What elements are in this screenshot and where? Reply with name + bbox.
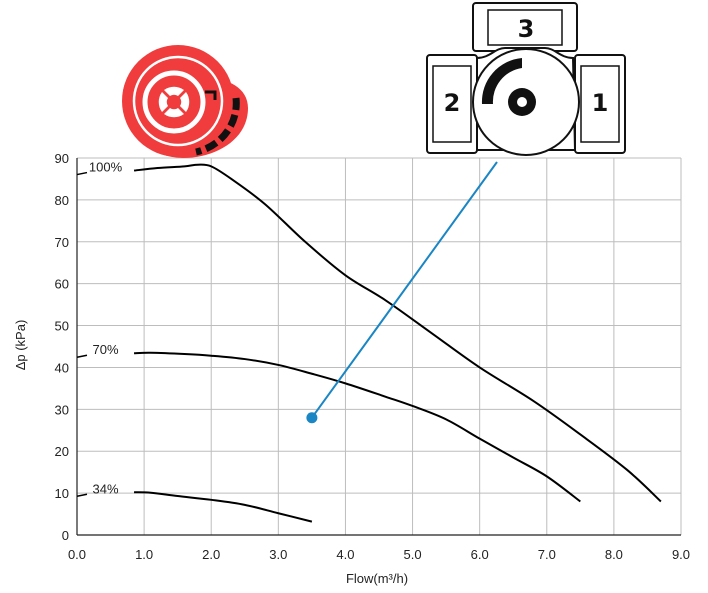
actuator-knob-ring bbox=[132, 55, 224, 147]
actuator-knob-body bbox=[122, 45, 234, 157]
x-tick-label: 9.0 bbox=[672, 547, 690, 562]
x-tick-label: 0.0 bbox=[68, 547, 86, 562]
y-axis-title: Δp (kPa) bbox=[13, 320, 28, 371]
chart-grid bbox=[76, 157, 682, 536]
y-tick-label: 20 bbox=[55, 444, 69, 459]
actuator-knob-icon bbox=[122, 45, 248, 158]
series-34-percent-label: 34% bbox=[93, 481, 119, 496]
series-100-percent-line bbox=[133, 163, 662, 503]
y-tick-label: 40 bbox=[55, 360, 69, 375]
y-tick-label: 0 bbox=[62, 528, 69, 543]
series-34-percent-line bbox=[134, 491, 313, 523]
y-tick-label: 30 bbox=[55, 402, 69, 417]
series-70-percent-label-tick bbox=[76, 354, 88, 358]
series-70-percent-line bbox=[134, 351, 581, 503]
x-tick-label: 5.0 bbox=[404, 547, 422, 562]
valve-port-1-label: 1 bbox=[592, 89, 609, 117]
chart-ticks: 0.0 1.0 2.0 3.0 4.0 5.0 6.0 7.0 8.0 9.0 0 10 20 30 40 5… bbox=[55, 151, 691, 562]
actuator-knob-corner-mark bbox=[205, 90, 217, 100]
x-axis-title: Flow(m³/h) bbox=[346, 571, 408, 586]
x-tick-label: 3.0 bbox=[269, 547, 287, 562]
y-tick-label: 60 bbox=[55, 277, 69, 292]
valve-port-2-label: 2 bbox=[444, 89, 461, 117]
x-tick-label: 4.0 bbox=[336, 547, 354, 562]
series-100-percent-label-tick bbox=[76, 171, 88, 176]
y-tick-label: 10 bbox=[55, 486, 69, 501]
x-tick-label: 7.0 bbox=[538, 547, 556, 562]
operating-point-overlay bbox=[306, 161, 498, 424]
actuator-knob-inner-ring bbox=[142, 70, 206, 134]
actuator-knob-scale-arc bbox=[195, 97, 240, 156]
series-70-percent-label: 70% bbox=[93, 342, 119, 357]
y-tick-label: 50 bbox=[55, 319, 69, 334]
x-tick-label: 2.0 bbox=[202, 547, 220, 562]
x-tick-label: 6.0 bbox=[471, 547, 489, 562]
x-tick-label: 1.0 bbox=[135, 547, 153, 562]
actuator-knob-quadrants bbox=[158, 86, 190, 118]
operating-point bbox=[306, 412, 318, 424]
valve-port-3-label: 3 bbox=[518, 15, 535, 43]
leader-line bbox=[311, 161, 498, 419]
valve-dial-arc bbox=[481, 58, 522, 104]
chart-curves: 100% 70% 34% bbox=[76, 160, 662, 523]
series-34-percent-label-tick bbox=[76, 493, 88, 498]
three-way-valve-icon: 3 2 1 bbox=[426, 2, 626, 156]
y-tick-label: 90 bbox=[55, 151, 69, 166]
series-100-percent-label: 100% bbox=[89, 160, 123, 175]
y-tick-label: 70 bbox=[55, 235, 69, 250]
y-tick-label: 80 bbox=[55, 193, 69, 208]
x-tick-label: 8.0 bbox=[605, 547, 623, 562]
